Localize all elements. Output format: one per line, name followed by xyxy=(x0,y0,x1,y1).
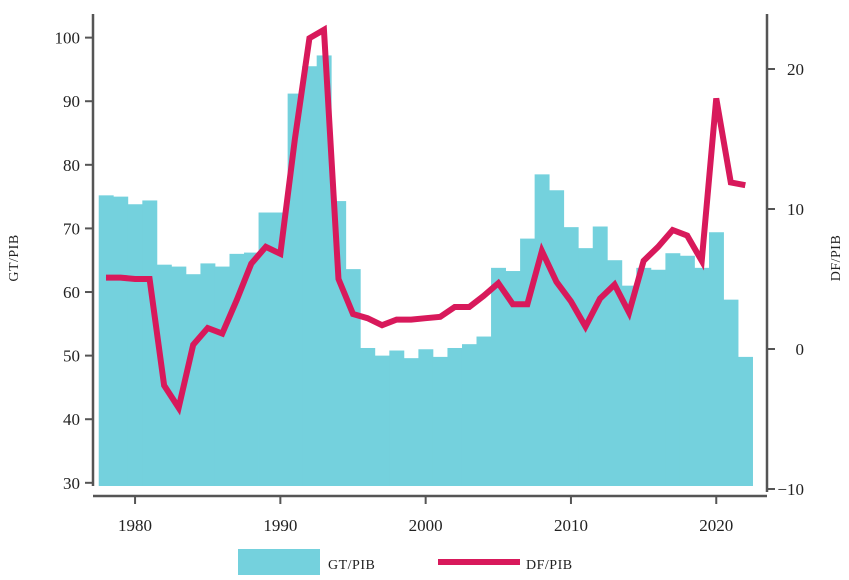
bar-gt-pib-2011 xyxy=(578,248,594,486)
bar-gt-pib-1992 xyxy=(302,66,318,487)
bar-gt-pib-1988 xyxy=(244,252,259,486)
gt-pib-bars xyxy=(98,55,753,487)
y-right-tick-label-20: 20 xyxy=(787,60,804,79)
bar-gt-pib-1985 xyxy=(200,263,216,486)
y-left-tick-label-90: 90 xyxy=(63,92,80,111)
bar-gt-pib-2021 xyxy=(723,299,739,486)
bar-gt-pib-1983 xyxy=(171,266,187,486)
bar-gt-pib-1978 xyxy=(98,195,114,486)
bar-gt-pib-2005 xyxy=(491,267,506,486)
y-right-tick-label-10: 10 xyxy=(787,200,804,219)
bar-gt-pib-1990 xyxy=(273,212,289,486)
bar-gt-pib-1984 xyxy=(185,274,201,486)
legend: GT/PIB DF/PIB xyxy=(238,549,573,575)
bar-gt-pib-1989 xyxy=(258,212,274,486)
x-tick-label-2010: 2010 xyxy=(554,516,588,535)
legend-label-gt-pib: GT/PIB xyxy=(328,558,375,573)
y-left-tick-label-100: 100 xyxy=(55,29,81,48)
bar-gt-pib-2012 xyxy=(592,226,608,486)
bar-gt-pib-1993 xyxy=(316,55,332,487)
bar-gt-pib-1999 xyxy=(403,358,419,486)
y-left-axis-title: GT/PIB xyxy=(7,234,22,281)
bar-gt-pib-1979 xyxy=(113,196,129,486)
bar-gt-pib-2000 xyxy=(418,349,434,486)
y-left-tick-label-80: 80 xyxy=(63,156,80,175)
y-left-tick-label-40: 40 xyxy=(63,410,80,429)
y-left-tick-label-50: 50 xyxy=(63,347,80,366)
bar-gt-pib-1998 xyxy=(389,350,405,486)
y-left-tick-label-70: 70 xyxy=(63,219,80,238)
bar-gt-pib-2019 xyxy=(694,267,710,486)
bar-gt-pib-1995 xyxy=(345,269,361,486)
bar-gt-pib-2006 xyxy=(505,271,521,486)
x-tick-label-1980: 1980 xyxy=(118,516,152,535)
bar-gt-pib-1986 xyxy=(214,266,230,486)
bar-gt-pib-1996 xyxy=(360,347,376,486)
df-pib-line-layer xyxy=(105,24,746,416)
y-left-axis-ticks: 30 40 50 60 70 80 90 100 xyxy=(55,29,93,493)
bar-gt-pib-1980 xyxy=(127,204,143,486)
x-tick-label-1990: 1990 xyxy=(263,516,297,535)
bar-gt-pib-2018 xyxy=(679,255,695,486)
bar-gt-pib-2013 xyxy=(607,260,623,486)
bar-gt-pib-2009 xyxy=(549,190,565,486)
y-left-tick-label-60: 60 xyxy=(63,283,80,302)
bar-gt-pib-2022 xyxy=(738,356,753,486)
y-right-tick-label-0: 0 xyxy=(796,340,805,359)
bar-gt-pib-1981 xyxy=(142,200,158,486)
y-right-axis-ticks: −10 0 10 20 xyxy=(767,60,804,499)
bar-gt-pib-2014 xyxy=(621,285,637,486)
legend-swatch-gt-pib xyxy=(238,549,320,575)
x-axis-ticks: 1980 1990 2000 2010 2020 xyxy=(118,496,733,535)
bar-gt-pib-2010 xyxy=(563,227,579,486)
bar-gt-pib-2003 xyxy=(461,344,477,486)
bar-gt-pib-2016 xyxy=(650,269,666,486)
bar-gt-pib-2001 xyxy=(432,356,448,486)
y-right-axis-title: DF/PIB xyxy=(829,235,844,282)
bar-gt-pib-2008 xyxy=(534,174,550,487)
y-right-tick-label--10: −10 xyxy=(777,480,804,499)
bar-gt-pib-2020 xyxy=(709,232,724,486)
bar-gt-pib-1994 xyxy=(331,201,347,486)
x-tick-label-2020: 2020 xyxy=(699,516,733,535)
x-tick-label-2000: 2000 xyxy=(409,516,443,535)
bar-gt-pib-2015 xyxy=(636,267,652,486)
bar-gt-pib-2004 xyxy=(476,336,492,486)
y-left-tick-label-30: 30 xyxy=(63,474,80,493)
bar-gt-pib-2002 xyxy=(447,347,463,486)
bar-gt-pib-1997 xyxy=(374,355,390,486)
bar-gt-pib-2017 xyxy=(665,253,681,486)
bar-gt-pib-1991 xyxy=(287,93,303,486)
legend-label-df-pib: DF/PIB xyxy=(526,558,573,573)
